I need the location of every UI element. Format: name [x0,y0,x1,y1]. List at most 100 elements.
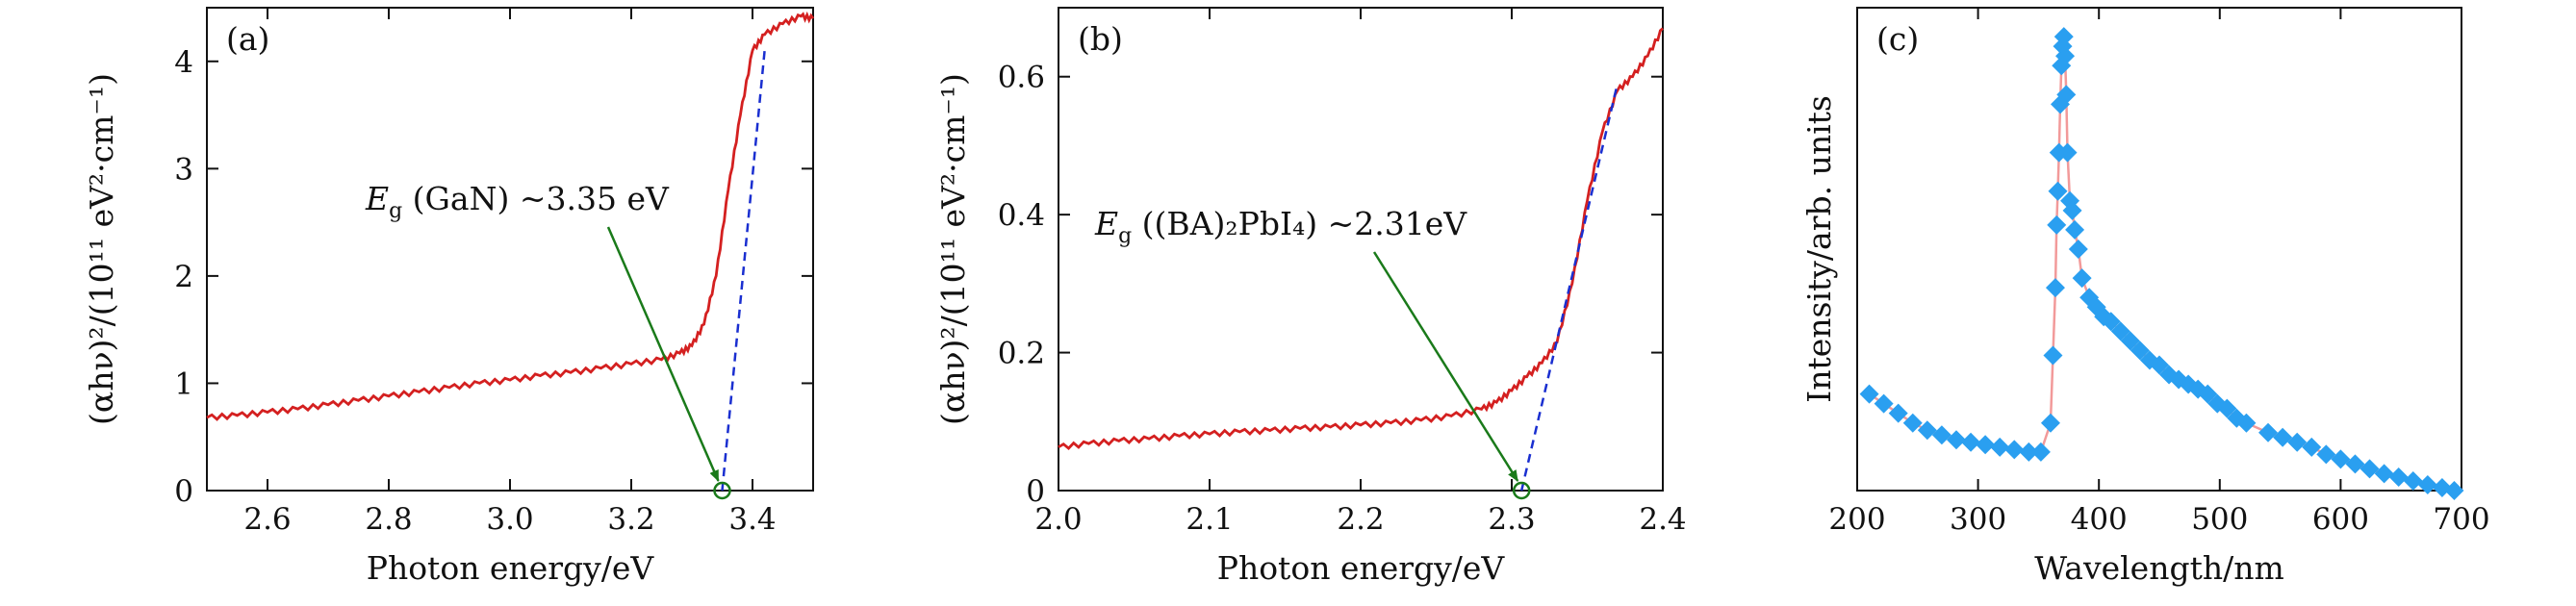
x-tick-label: 2.8 [365,502,412,537]
plot-frame [1856,7,2462,492]
data-point-marker [2068,240,2088,259]
y-tick-label: 2 [174,260,193,294]
data-point-marker [2030,442,2051,462]
data-point-marker [2258,422,2279,442]
data-point-marker [1976,435,1996,455]
y-tick-label: 0 [174,474,193,509]
x-tick-label: 2.0 [1034,502,1082,537]
data-point-marker [2072,268,2092,289]
data-point-marker [2417,474,2437,494]
x-tick-label: 2.2 [1337,502,1384,537]
data-point-marker [2403,470,2423,491]
data-point-marker [2345,454,2365,474]
panel-a: 2.6 2.8 3.0 3.2 3.4 0 1 2 3 4 Photon energy/eV (αhν… [83,7,815,587]
bandgap-intercept-marker [1512,481,1531,500]
data-point-marker [2040,413,2060,433]
bandgap-annotation: Eg (GaN) ~3.35 eV [365,180,670,223]
y-tick-label: 0.6 [998,61,1045,95]
data-point-marker [2130,341,2150,361]
y-tick-label: 0.4 [998,198,1045,233]
bandgap-intercept-marker [713,481,731,500]
x-tick-label: 500 [2191,502,2248,537]
data-point-marker [2048,181,2068,201]
data-point-marker [2217,398,2237,418]
x-axis-title: Photon energy/eV [1217,549,1506,587]
y-tick-label: 3 [174,152,193,187]
absorption-data-line [1058,27,1664,451]
data-point-marker [1888,403,1908,423]
data-point-marker [2120,331,2140,351]
absorption-data-line [206,11,815,421]
annotation-symbol: E [365,180,389,217]
panel-label: (b) [1078,20,1123,58]
x-tick-label: 2.6 [243,502,291,537]
x-tick-label: 2.1 [1186,502,1233,537]
data-point-marker [1990,437,2010,457]
data-point-marker [2198,384,2218,404]
data-point-marker [2045,278,2065,298]
y-axis-title: (αhν)²/(10¹¹ eV²·cm⁻¹) [934,73,972,425]
x-tick-label: 300 [1950,502,2006,537]
data-point-marker [2331,449,2351,469]
x-tick-label: 400 [2071,502,2128,537]
linear-fit-line [1519,83,1620,492]
y-tick-label: 4 [174,45,193,80]
annotation-arrow [606,226,720,482]
data-point-marker [1931,425,1951,445]
panel-label: (c) [1876,20,1919,58]
data-point-marker [2236,413,2257,433]
x-axis-title: Photon energy/eV [367,549,655,587]
data-point-marker [2047,215,2067,235]
plot-frame [206,7,814,492]
data-point-marker [1874,393,1894,414]
panel-c: 200 300 400 500 600 700 Wavelength/nm Intensity… [1800,7,2490,587]
x-axis-title: Wavelength/nm [2034,549,2284,587]
y-tick-label: 1 [174,366,193,401]
annotation-symbol: E [1094,205,1118,242]
panel-b: 2.0 2.1 2.2 2.3 2.4 0 0.2 0.4 0.6 Photon energy/e… [934,7,1687,587]
data-point-marker [1859,384,1879,404]
data-point-marker [2062,200,2082,220]
y-tick-label: 0.2 [998,337,1045,371]
data-point-marker [2055,46,2076,66]
data-point-marker [2359,459,2380,479]
data-point-marker [2110,321,2130,341]
data-point-marker [2287,432,2308,452]
y-axis-title: Intensity/arb. units [1800,95,1838,403]
x-tick-label: 600 [2312,502,2369,537]
data-point-marker [2019,442,2039,462]
data-point-marker [2388,467,2409,487]
x-tick-label: 3.4 [728,502,776,537]
data-point-marker [2302,437,2322,457]
data-point-marker [2150,355,2169,375]
series-connector-line [1868,36,2455,492]
data-point-marker [2101,312,2121,332]
annotation-arrow [1372,251,1519,482]
y-axis-title: (αhν)²/(10¹¹ eV²·cm⁻¹) [83,73,120,425]
data-point-marker [2057,142,2078,163]
annotation-subscript: g [1118,224,1132,248]
x-tick-label: 2.3 [1488,502,1535,537]
data-point-marker [1961,432,1981,452]
data-point-marker [1917,420,1937,441]
plot-frame [1058,7,1664,492]
data-point-marker [2043,345,2063,366]
panel-label: (a) [226,20,269,58]
data-point-marker [2065,219,2085,240]
annotation-text: ((BA)₂PbI₄) ~2.31eV [1132,205,1467,242]
data-point-marker [2273,427,2293,447]
annotation-text: (GaN) ~3.35 eV [402,180,670,217]
x-tick-label: 3.0 [486,502,533,537]
data-point-marker [2053,27,2074,47]
data-point-marker [2316,444,2336,465]
x-tick-label: 700 [2433,502,2489,537]
x-tick-label: 200 [1828,502,1885,537]
linear-fit-line [721,50,766,492]
data-point-marker [1946,430,1966,450]
x-tick-label: 2.4 [1639,502,1686,537]
annotation-subscript: g [389,199,402,223]
x-tick-label: 3.2 [607,502,654,537]
y-tick-label: 0 [1026,474,1045,509]
data-point-marker [2004,440,2025,460]
